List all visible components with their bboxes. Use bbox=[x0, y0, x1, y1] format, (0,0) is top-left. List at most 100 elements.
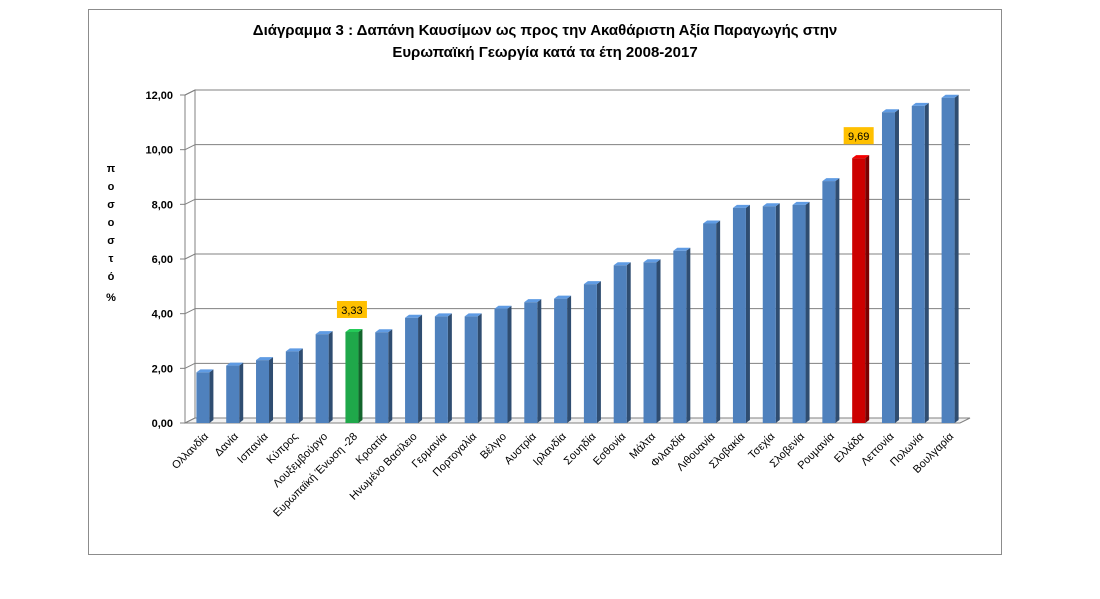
bar-top bbox=[643, 259, 661, 263]
bar-top bbox=[911, 102, 929, 106]
bar bbox=[375, 332, 389, 423]
bar-side bbox=[954, 94, 959, 423]
y-tick-label: 8,00 bbox=[152, 199, 173, 211]
bar-top bbox=[941, 94, 959, 98]
y-axis-label: π ο σ ο σ τ ό % bbox=[96, 160, 126, 304]
bar-top bbox=[554, 295, 572, 299]
bar-side bbox=[686, 247, 691, 423]
bar bbox=[732, 207, 746, 423]
bar-side bbox=[477, 313, 482, 423]
bar-side bbox=[269, 357, 274, 423]
bar bbox=[464, 316, 478, 423]
x-tick-label: Εσθονία bbox=[591, 430, 629, 468]
bar bbox=[762, 206, 776, 423]
bar-top bbox=[852, 155, 870, 159]
bar-side bbox=[626, 262, 631, 423]
y-axis-label-char: ό bbox=[107, 271, 115, 283]
x-tick-label: Ιρλανδία bbox=[531, 430, 569, 468]
bar-top bbox=[256, 357, 274, 361]
bar-side bbox=[507, 305, 512, 423]
bar-top bbox=[345, 328, 363, 332]
bar bbox=[941, 97, 955, 423]
bar-top bbox=[822, 178, 840, 182]
bar-top bbox=[285, 348, 303, 352]
bar-side bbox=[745, 204, 750, 423]
bar-side bbox=[209, 369, 214, 423]
bar-side bbox=[537, 299, 542, 423]
bar-top bbox=[226, 362, 244, 366]
gridline-depth bbox=[184, 253, 196, 260]
data-label-box bbox=[843, 127, 874, 145]
bar bbox=[852, 158, 866, 423]
bar-side bbox=[328, 331, 333, 423]
bar-top bbox=[792, 201, 810, 205]
chart-title: Διάγραμμα 3 : Δαπάνη Καυσίμων ως προς τη… bbox=[88, 20, 1002, 64]
data-label-box bbox=[336, 300, 367, 318]
y-axis-label-char: σ bbox=[107, 235, 115, 247]
bar bbox=[703, 223, 717, 423]
gridline-depth bbox=[184, 89, 196, 96]
x-tick-label: Ισπανία bbox=[235, 430, 271, 466]
chart-title-line-2: Ευρωπαϊκή Γεωργία κατά τα έτη 2008-2017 bbox=[392, 44, 698, 61]
bar-top bbox=[464, 313, 482, 317]
bar bbox=[881, 112, 895, 423]
bar-side bbox=[716, 220, 721, 423]
y-axis-unit: % bbox=[106, 292, 116, 304]
bar bbox=[345, 331, 359, 423]
x-tick-label: Ολλανδία bbox=[170, 430, 212, 472]
bar-top bbox=[613, 262, 631, 266]
chart-title-line-1: Διάγραμμα 3 : Δαπάνη Καυσίμων ως προς τη… bbox=[252, 22, 838, 39]
bar-side bbox=[239, 362, 244, 423]
bar-top bbox=[434, 313, 452, 317]
y-axis-label-char: σ bbox=[107, 199, 115, 211]
y-axis-label-char: π bbox=[106, 163, 116, 175]
bar bbox=[256, 360, 270, 423]
gridline-depth bbox=[184, 198, 196, 205]
y-tick-label: 12,00 bbox=[145, 90, 173, 102]
data-label: 9,69 bbox=[848, 131, 869, 143]
bar bbox=[434, 316, 448, 423]
bar-side bbox=[567, 295, 572, 423]
bar-top bbox=[494, 305, 512, 309]
bar-side bbox=[298, 348, 303, 423]
bar-side bbox=[835, 178, 840, 423]
bar bbox=[792, 204, 806, 423]
bar bbox=[524, 302, 538, 423]
y-axis-label-char: ο bbox=[107, 181, 115, 193]
bar-side bbox=[775, 203, 780, 423]
bar-top bbox=[524, 299, 542, 303]
bar-top bbox=[881, 109, 899, 113]
gridline-depth bbox=[184, 144, 196, 151]
y-axis-label-char: τ bbox=[108, 253, 114, 265]
bar bbox=[613, 265, 627, 423]
data-label: 3,33 bbox=[341, 305, 362, 317]
bar bbox=[822, 181, 836, 423]
bar bbox=[494, 308, 508, 423]
bar-side bbox=[388, 329, 393, 423]
bar bbox=[643, 262, 657, 423]
bar bbox=[673, 250, 687, 423]
bar-top bbox=[673, 247, 691, 251]
bar-top bbox=[583, 281, 601, 285]
y-tick-label: 4,00 bbox=[152, 309, 173, 321]
bar bbox=[405, 317, 419, 423]
chart-frame bbox=[88, 9, 1002, 555]
bar bbox=[226, 365, 240, 423]
bar-top bbox=[196, 369, 214, 373]
bar-top bbox=[315, 331, 333, 335]
bar bbox=[911, 105, 925, 423]
bar bbox=[285, 351, 299, 423]
bar-top bbox=[405, 314, 423, 318]
bar bbox=[196, 372, 210, 423]
bar-side bbox=[924, 102, 929, 423]
bar-side bbox=[358, 328, 363, 423]
bar-top bbox=[703, 220, 721, 224]
bar-top bbox=[732, 204, 750, 208]
bar-side bbox=[596, 281, 601, 423]
bar-side bbox=[894, 109, 899, 423]
y-tick-label: 0,00 bbox=[152, 418, 173, 430]
gridline-depth bbox=[184, 308, 196, 315]
bar-side bbox=[447, 313, 452, 423]
bar-side bbox=[418, 314, 423, 423]
